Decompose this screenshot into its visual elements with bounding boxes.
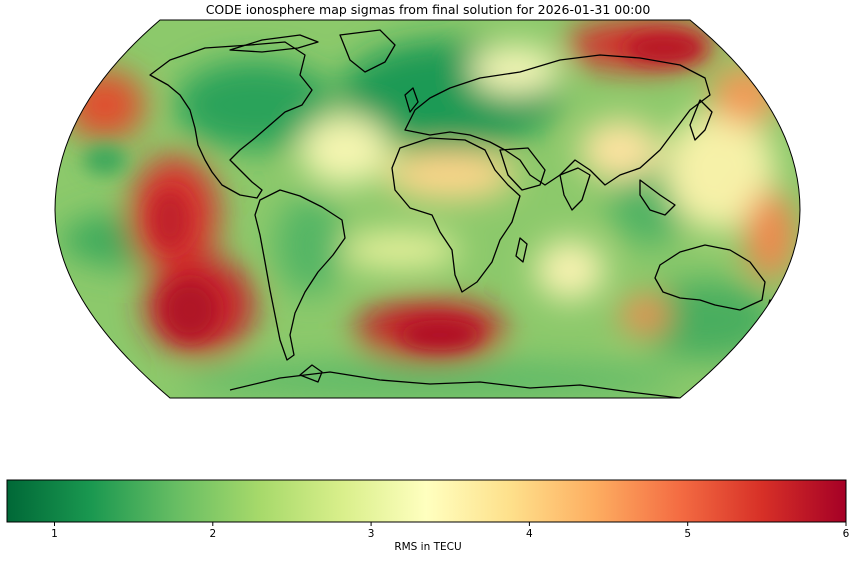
high-sigma-core [400,320,480,350]
coastline-madagascar [515,237,528,263]
coastline-south-america [254,189,346,361]
low-sigma-region [635,280,775,360]
coastline-antarctica [229,371,681,398]
coastline-greenland [339,29,396,73]
low-sigma-region [275,195,345,295]
mid-sigma-region [300,115,390,185]
colorbar-tick-label: 5 [684,528,691,540]
coastline-africa [391,137,521,293]
map-title: CODE ionosphere map sigmas from final so… [205,2,651,17]
coastline-europe-asia [404,54,711,186]
mid-sigma-region [385,150,515,200]
mid-sigma-region [340,232,460,268]
mid-sigma-region [580,120,660,180]
colorbar-tick-label: 6 [843,528,850,540]
mid-sigma-region [470,45,560,95]
colorbar-tick-label: 1 [51,528,58,540]
coastline-india [559,167,591,211]
colorbar-tick-label: 3 [368,528,375,540]
low-sigma-region [180,360,680,398]
colorbar-frame [6,479,847,523]
mid-sigma-region [535,240,605,300]
mid-sigma-region [665,110,775,230]
low-sigma-spot [83,145,127,175]
colorbar-fill [7,480,846,522]
coastline-japan [689,99,713,141]
coastline-arctic-islands [229,34,319,53]
high-sigma-region [65,70,145,140]
coastline-southeast-asia [639,179,676,216]
ionosphere-map [54,19,801,399]
coastline-uk [404,87,419,113]
coastlines [149,29,779,398]
coastline-antarctic-peninsula [299,364,323,383]
low-sigma-region [175,60,335,150]
colorbar: 1 2 3 4 5 6 [6,479,850,540]
high-sigma-core [150,190,190,250]
high-sigma-region [745,190,795,280]
high-sigma-core [162,280,218,340]
coastline-arabia [499,147,546,191]
coastline-australia [654,244,766,311]
high-sigma-region [620,297,670,333]
colorbar-tick-label: 4 [526,528,533,540]
colorbar-tick-label: 2 [209,528,216,540]
colorbar-label: RMS in TECU [394,541,462,553]
high-sigma-core [625,33,705,63]
map-boundary [54,19,801,399]
